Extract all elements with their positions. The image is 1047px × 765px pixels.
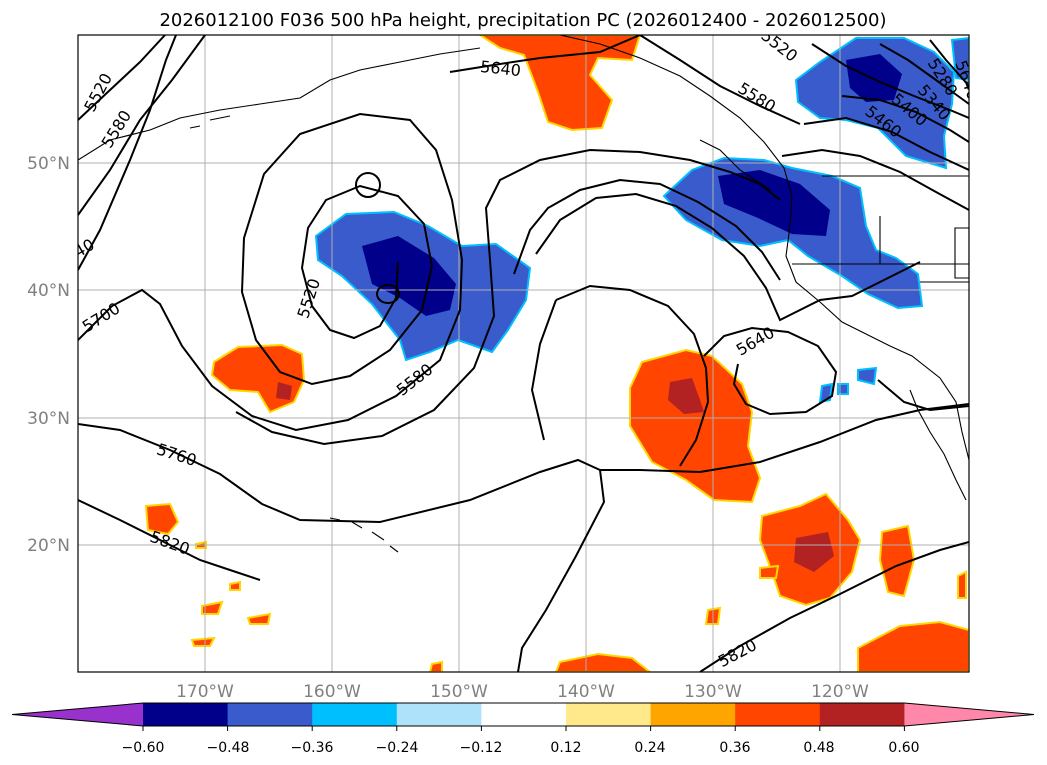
contour-label: 5640 (479, 57, 521, 80)
colorbar-tick-label: 0.24 (634, 740, 665, 756)
colorbar-bin (143, 703, 229, 726)
colorbar-tick-label: −0.12 (460, 740, 503, 756)
colorbar-tick-label: −0.24 (376, 740, 419, 756)
colorbar-tick-label: −0.48 (207, 740, 250, 756)
colorbar-bin (481, 703, 567, 726)
lat-label: 50°N (27, 154, 70, 174)
colorbar-bin (819, 703, 905, 726)
colorbar-bin (227, 703, 313, 726)
colorbar-ticks: −0.60 −0.48 −0.36 −0.24 −0.12 0.12 0.24 … (122, 740, 920, 756)
colorbar-tick-label: −0.36 (291, 740, 334, 756)
lon-label: 170°W (176, 682, 234, 702)
lon-label: 140°W (557, 682, 615, 702)
colorbar-extend-min (12, 703, 143, 726)
latitude-labels: 50°N 40°N 30°N 20°N (27, 154, 70, 556)
colorbar-bin (396, 703, 482, 726)
colorbar-tick-label: 0.48 (803, 740, 834, 756)
map-frame (77, 34, 970, 673)
lon-label: 130°W (684, 682, 742, 702)
colorbar-bin (735, 703, 821, 726)
lat-label: 20°N (27, 536, 70, 556)
graticule (78, 35, 969, 672)
lat-label: 40°N (27, 281, 70, 301)
lon-label: 120°W (811, 682, 869, 702)
colorbar (11, 702, 1035, 731)
lon-label: 160°W (303, 682, 361, 702)
colorbar-bin (650, 703, 736, 726)
height-contours (78, 35, 969, 672)
negative-precip-anomaly (314, 36, 969, 404)
lon-label: 150°W (430, 682, 488, 702)
colorbar-extend-max (904, 703, 1034, 726)
colorbar-tick-label: −0.60 (122, 740, 165, 756)
colorbar-tick-label: 0.12 (550, 740, 581, 756)
colorbar-bin (312, 703, 398, 726)
colorbar-tick-label: 0.60 (888, 740, 919, 756)
colorbar-bin (566, 703, 652, 726)
positive-precip-anomaly (144, 35, 969, 672)
colorbar-tick-label: 0.36 (719, 740, 750, 756)
map-title: 2026012100 F036 500 hPa height, precipit… (159, 10, 886, 31)
longitude-labels: 170°W 160°W 150°W 140°W 130°W 120°W (176, 682, 869, 702)
lat-label: 30°N (27, 409, 70, 429)
